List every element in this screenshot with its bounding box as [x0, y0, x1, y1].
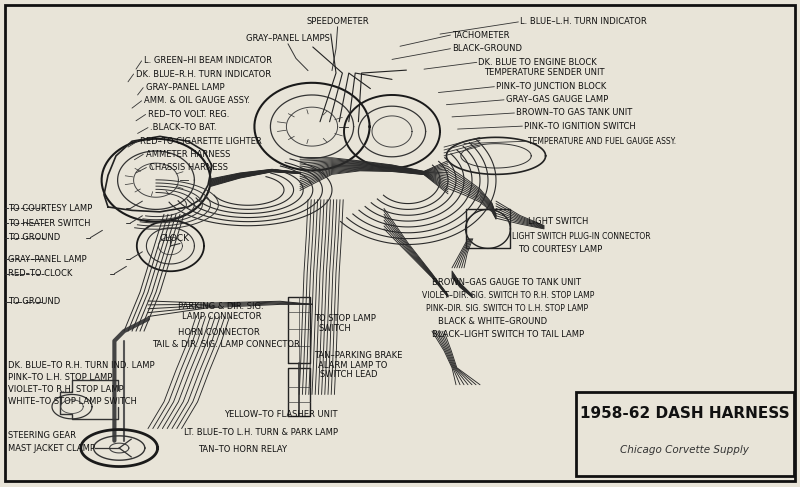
Text: HORN CONNECTOR: HORN CONNECTOR — [178, 328, 259, 337]
Text: PINK–TO L.H. STOP LAMP: PINK–TO L.H. STOP LAMP — [8, 373, 112, 382]
Text: PINK–TO JUNCTION BLOCK: PINK–TO JUNCTION BLOCK — [496, 82, 606, 91]
Text: VIOLET–TO R.H. STOP LAMP: VIOLET–TO R.H. STOP LAMP — [8, 385, 124, 394]
Text: TEMPERATURE AND FUEL GAUGE ASSY.: TEMPERATURE AND FUEL GAUGE ASSY. — [528, 137, 676, 146]
Text: PARKING & DIR. SIG.: PARKING & DIR. SIG. — [178, 302, 263, 311]
Text: 1958-62 DASH HARNESS: 1958-62 DASH HARNESS — [580, 406, 790, 421]
Text: Chicago Corvette Supply: Chicago Corvette Supply — [620, 445, 750, 455]
Text: TO GROUND: TO GROUND — [8, 298, 60, 306]
Text: MAST JACKET CLAMP: MAST JACKET CLAMP — [8, 444, 95, 452]
Text: CLOCK: CLOCK — [160, 234, 190, 243]
Text: GRAY–PANEL LAMP: GRAY–PANEL LAMP — [8, 255, 86, 263]
Text: GRAY–GAS GAUGE LAMP: GRAY–GAS GAUGE LAMP — [506, 95, 608, 104]
Text: TO HEATER SWITCH: TO HEATER SWITCH — [8, 219, 90, 227]
Text: BLACK & WHITE–GROUND: BLACK & WHITE–GROUND — [438, 317, 547, 326]
Text: ALARM LAMP TO: ALARM LAMP TO — [318, 361, 387, 370]
Text: STEERING GEAR: STEERING GEAR — [8, 431, 76, 440]
Text: WHITE–TO STOP LAMP SWITCH: WHITE–TO STOP LAMP SWITCH — [8, 397, 137, 406]
Text: SPEEDOMETER: SPEEDOMETER — [306, 18, 369, 26]
Text: BLACK–GROUND: BLACK–GROUND — [452, 44, 522, 53]
Text: BLACK–LIGHT SWITCH TO TAIL LAMP: BLACK–LIGHT SWITCH TO TAIL LAMP — [432, 330, 584, 339]
Text: LIGHT SWITCH PLUG-IN CONNECTOR: LIGHT SWITCH PLUG-IN CONNECTOR — [512, 232, 650, 241]
Text: TAIL & DIR. SIG. LAMP CONNECTOR: TAIL & DIR. SIG. LAMP CONNECTOR — [152, 340, 300, 349]
Text: LT. BLUE–TO L.H. TURN & PARK LAMP: LT. BLUE–TO L.H. TURN & PARK LAMP — [184, 428, 338, 437]
Text: RED–TO VOLT. REG.: RED–TO VOLT. REG. — [148, 110, 230, 119]
Text: LAMP CONNECTOR: LAMP CONNECTOR — [182, 312, 262, 321]
Text: SWITCH: SWITCH — [318, 324, 351, 333]
Text: VIOLET–DIR. SIG. SWITCH TO R.H. STOP LAMP: VIOLET–DIR. SIG. SWITCH TO R.H. STOP LAM… — [422, 291, 594, 300]
Text: TO COURTESY LAMP: TO COURTESY LAMP — [518, 245, 602, 254]
Text: CHASSIS HARNESS: CHASSIS HARNESS — [149, 163, 228, 172]
Text: TO STOP LAMP: TO STOP LAMP — [314, 315, 376, 323]
Text: GRAY–PANEL LAMP: GRAY–PANEL LAMP — [146, 83, 224, 92]
Text: .BLACK–TO BAT.: .BLACK–TO BAT. — [150, 123, 217, 132]
Text: SWITCH LEAD: SWITCH LEAD — [320, 371, 378, 379]
Text: RED–TO CLOCK: RED–TO CLOCK — [8, 269, 72, 278]
Text: DK. BLUE–R.H. TURN INDICATOR: DK. BLUE–R.H. TURN INDICATOR — [136, 70, 271, 78]
Text: TEMPERATURE SENDER UNIT: TEMPERATURE SENDER UNIT — [484, 68, 605, 76]
Text: BROWN–GAS GAUGE TO TANK UNIT: BROWN–GAS GAUGE TO TANK UNIT — [432, 278, 581, 287]
Text: PINK–TO IGNITION SWITCH: PINK–TO IGNITION SWITCH — [524, 122, 636, 131]
Text: RED–TO CIGARETTE LIGHTER: RED–TO CIGARETTE LIGHTER — [140, 137, 262, 146]
Text: DK. BLUE–TO R.H. TURN IND. LAMP: DK. BLUE–TO R.H. TURN IND. LAMP — [8, 361, 154, 370]
Text: AMMETER HARNESS: AMMETER HARNESS — [146, 150, 230, 159]
Text: TO GROUND: TO GROUND — [8, 233, 60, 242]
FancyBboxPatch shape — [576, 392, 794, 476]
Text: TACHOMETER: TACHOMETER — [452, 31, 510, 39]
Text: GRAY–PANEL LAMPS: GRAY–PANEL LAMPS — [246, 35, 330, 43]
Text: L. GREEN–HI BEAM INDICATOR: L. GREEN–HI BEAM INDICATOR — [144, 56, 272, 65]
Text: PINK–DIR. SIG. SWITCH TO L.H. STOP LAMP: PINK–DIR. SIG. SWITCH TO L.H. STOP LAMP — [426, 304, 588, 313]
Text: AMM. & OIL GAUGE ASSY.: AMM. & OIL GAUGE ASSY. — [144, 96, 250, 105]
Text: TAN–TO HORN RELAY: TAN–TO HORN RELAY — [198, 445, 287, 453]
Text: TO COURTESY LAMP: TO COURTESY LAMP — [8, 204, 92, 213]
Text: L. BLUE–L.H. TURN INDICATOR: L. BLUE–L.H. TURN INDICATOR — [520, 18, 646, 26]
Text: LIGHT SWITCH: LIGHT SWITCH — [528, 217, 588, 226]
Text: TAN–PARKING BRAKE: TAN–PARKING BRAKE — [314, 351, 402, 360]
Text: DK. BLUE TO ENGINE BLOCK: DK. BLUE TO ENGINE BLOCK — [478, 58, 597, 67]
Text: BROWN–TO GAS TANK UNIT: BROWN–TO GAS TANK UNIT — [516, 109, 632, 117]
Text: YELLOW–TO FLASHER UNIT: YELLOW–TO FLASHER UNIT — [224, 411, 338, 419]
